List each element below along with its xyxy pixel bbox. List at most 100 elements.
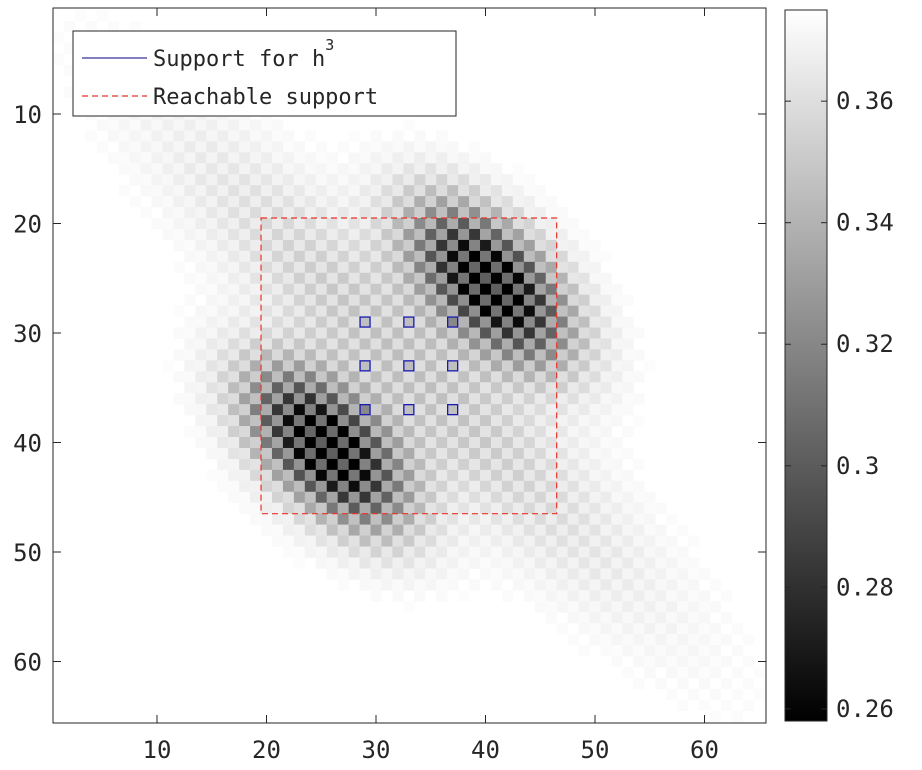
heatmap-cell [217, 185, 228, 196]
heatmap-cell [436, 273, 447, 284]
heatmap-cell [513, 174, 524, 185]
heatmap-cell [250, 152, 261, 163]
heatmap-cell [283, 349, 294, 360]
heatmap-cell [195, 163, 206, 174]
heatmap-cell [250, 284, 261, 295]
heatmap-cell [261, 306, 272, 317]
heatmap-cell [250, 174, 261, 185]
heatmap-cell [710, 634, 721, 645]
heatmap-cell [579, 251, 590, 262]
heatmap-cell [195, 317, 206, 328]
heatmap-cell [261, 207, 272, 218]
heatmap-cell [371, 152, 382, 163]
heatmap-cell [305, 152, 316, 163]
heatmap-cell [469, 349, 480, 360]
heatmap-cell [590, 273, 601, 284]
heatmap-cell [546, 360, 557, 371]
heatmap-cell [447, 251, 458, 262]
heatmap-cell [447, 481, 458, 492]
heatmap-cell [338, 273, 349, 284]
heatmap-cell [305, 328, 316, 339]
heatmap-cell [261, 360, 272, 371]
heatmap-cell [469, 306, 480, 317]
heatmap-cell [590, 568, 601, 579]
heatmap-cell [579, 382, 590, 393]
heatmap-cell [622, 328, 633, 339]
heatmap-cell [622, 317, 633, 328]
heatmap-cell [316, 437, 327, 448]
heatmap-cell [590, 590, 601, 601]
heatmap-cell [360, 503, 371, 514]
heatmap-cell [655, 547, 666, 558]
heatmap-cell [217, 470, 228, 481]
heatmap-cell [469, 295, 480, 306]
heatmap-cell [436, 317, 447, 328]
heatmap-cell [513, 196, 524, 207]
heatmap-cell [305, 130, 316, 141]
heatmap-cell [436, 349, 447, 360]
heatmap-cell [327, 393, 338, 404]
heatmap-cell [283, 207, 294, 218]
heatmap-cell [403, 349, 414, 360]
heatmap-cell [644, 656, 655, 667]
heatmap-cell [228, 152, 239, 163]
heatmap-cell [699, 612, 710, 623]
heatmap-cell [316, 163, 327, 174]
heatmap-cell [371, 338, 382, 349]
heatmap-cell [666, 568, 677, 579]
heatmap-cell [743, 656, 754, 667]
heatmap-cell [360, 207, 371, 218]
heatmap-cell [173, 229, 184, 240]
x-tick-label: 30 [362, 736, 391, 764]
heatmap-cell [184, 273, 195, 284]
heatmap-cell [491, 404, 502, 415]
heatmap-cell [195, 371, 206, 382]
heatmap-cell [294, 338, 305, 349]
heatmap-cell [622, 349, 633, 360]
heatmap-cell [272, 317, 283, 328]
heatmap-cell [381, 492, 392, 503]
heatmap-cell [250, 415, 261, 426]
heatmap-cell [349, 360, 360, 371]
heatmap-cell [436, 295, 447, 306]
heatmap-cell [491, 262, 502, 273]
heatmap-cell [261, 349, 272, 360]
heatmap-cell [480, 459, 491, 470]
heatmap-cell [644, 634, 655, 645]
heatmap-cell [524, 196, 535, 207]
heatmap-cell [305, 382, 316, 393]
heatmap-cell [436, 481, 447, 492]
heatmap-cell [732, 645, 743, 656]
heatmap-cell [458, 273, 469, 284]
heatmap-cell [381, 284, 392, 295]
heatmap-cell [195, 218, 206, 229]
heatmap-cell [261, 141, 272, 152]
heatmap-cell [491, 338, 502, 349]
heatmap-cell [239, 404, 250, 415]
heatmap-cell [414, 262, 425, 273]
heatmap-cell [349, 481, 360, 492]
heatmap-cell [633, 459, 644, 470]
heatmap-cell [414, 568, 425, 579]
heatmap-cell [502, 547, 513, 558]
heatmap-cell [381, 470, 392, 481]
heatmap-cell [666, 612, 677, 623]
heatmap-cell [184, 317, 195, 328]
heatmap-cell [283, 492, 294, 503]
heatmap-cell [371, 240, 382, 251]
heatmap-cell [666, 667, 677, 678]
heatmap-cell [173, 393, 184, 404]
heatmap-cell [403, 284, 414, 295]
heatmap-cell [622, 667, 633, 678]
heatmap-cell [447, 185, 458, 196]
heatmap-cell [381, 218, 392, 229]
heatmap-cell [338, 141, 349, 152]
heatmap-cell [261, 273, 272, 284]
heatmap-cell [360, 481, 371, 492]
heatmap-cell [524, 448, 535, 459]
heatmap-cell [228, 317, 239, 328]
heatmap-cell [305, 448, 316, 459]
heatmap-cell [579, 415, 590, 426]
heatmap-cell [141, 119, 152, 130]
heatmap-cell [206, 437, 217, 448]
